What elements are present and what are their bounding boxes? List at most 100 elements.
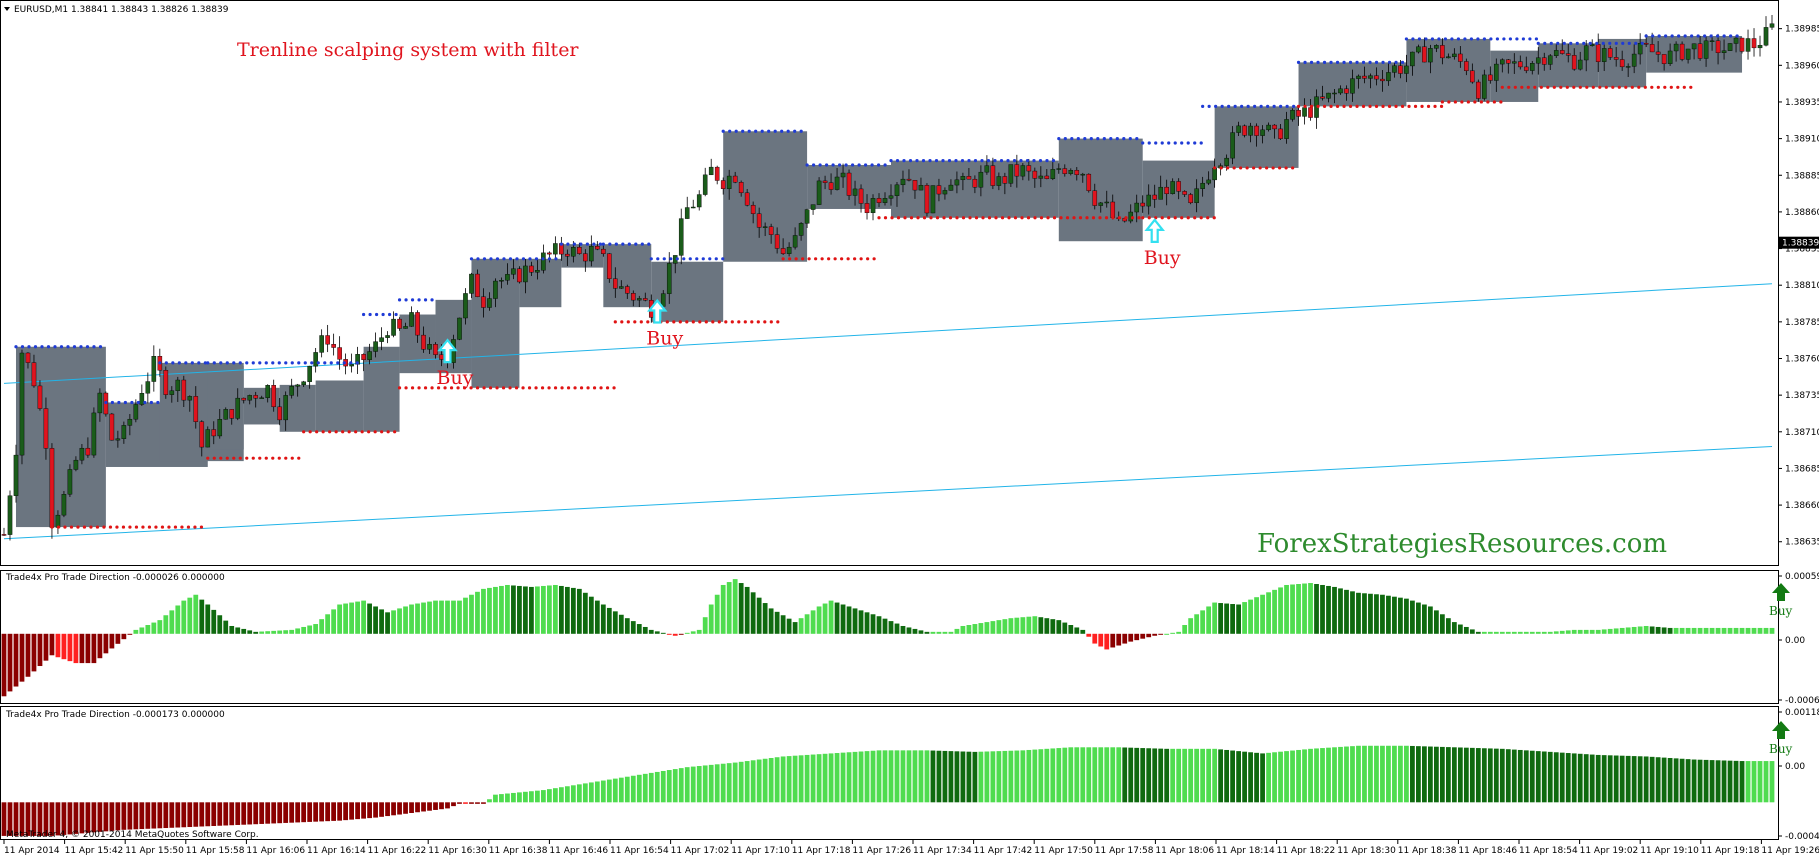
histogram-bar xyxy=(1763,627,1769,634)
histogram-bar xyxy=(451,600,456,634)
candle-body xyxy=(1134,202,1140,213)
time-tick-label: 11 Apr 16:54 xyxy=(610,846,669,856)
support-dot xyxy=(1387,104,1392,108)
resistance-dot xyxy=(1387,60,1392,64)
resistance-dot xyxy=(1595,41,1599,45)
support-dot xyxy=(1539,85,1543,89)
histogram-bar xyxy=(541,585,546,634)
time-tick-label: 11 Apr 18:38 xyxy=(1398,846,1457,856)
candle-body xyxy=(85,447,91,456)
candle-body xyxy=(25,352,31,363)
candle-body xyxy=(271,385,276,408)
candle-body xyxy=(1092,190,1098,206)
histogram-bar xyxy=(1,802,7,836)
histogram-bar xyxy=(1296,749,1301,803)
buy-signals: Buy Buy Buy xyxy=(436,218,1181,389)
histogram-bar xyxy=(1404,598,1409,634)
candle-body xyxy=(1691,43,1697,50)
histogram-bar xyxy=(942,750,948,803)
support-dot xyxy=(605,386,610,390)
support-dot xyxy=(1466,100,1470,104)
candle-body xyxy=(589,246,594,262)
resistance-dot xyxy=(721,129,725,133)
support-dot xyxy=(896,216,901,220)
resistance-dot xyxy=(1207,104,1211,108)
resistance-dot xyxy=(290,361,294,365)
histogram-bar xyxy=(840,604,846,634)
histogram-bar xyxy=(295,628,301,634)
histogram-bar xyxy=(1056,748,1062,803)
resistance-dot xyxy=(1122,137,1126,141)
candle-body xyxy=(780,248,786,254)
histogram-bar xyxy=(816,606,822,634)
histogram-bar xyxy=(1038,617,1044,634)
candle-body xyxy=(1458,53,1463,62)
resistance-dot xyxy=(1070,137,1074,141)
support-dot xyxy=(134,525,139,529)
histogram-bar xyxy=(493,794,498,803)
histogram-bar xyxy=(774,611,780,634)
histogram-bar xyxy=(499,585,504,634)
trendlines[interactable] xyxy=(3,283,1773,540)
histogram-bar xyxy=(91,633,97,664)
resistance-dot xyxy=(476,257,480,261)
histogram-bar xyxy=(1350,746,1355,803)
support-dot xyxy=(1117,216,1122,220)
histogram-bar xyxy=(714,764,720,803)
symbol-dropdown-icon[interactable] xyxy=(4,7,10,11)
candle-body xyxy=(924,185,930,214)
resistance-dot xyxy=(695,257,699,261)
histogram-bar xyxy=(181,600,187,634)
histogram-bar xyxy=(361,802,366,819)
candle-body xyxy=(1733,37,1739,44)
resistance-dot xyxy=(387,312,392,317)
resistance-dot xyxy=(110,400,114,405)
histogram-bar xyxy=(1757,761,1763,803)
price-tick-label: 1.38935 xyxy=(1785,98,1819,108)
resistance-dot xyxy=(960,158,965,163)
histogram-bar xyxy=(1709,627,1715,634)
candle-body xyxy=(1583,45,1589,61)
histogram-bar xyxy=(1481,748,1487,803)
histogram-bar xyxy=(786,756,792,803)
candle-body xyxy=(163,370,169,395)
buy-arrow-icon xyxy=(437,338,458,364)
histogram-bar xyxy=(1571,629,1577,634)
support-dot xyxy=(1507,85,1511,89)
support-dot xyxy=(916,216,920,220)
histogram-bar xyxy=(738,761,744,803)
histogram-bar xyxy=(403,606,408,634)
resistance-dot xyxy=(1437,37,1441,41)
candle-body xyxy=(1344,88,1349,94)
candle-body xyxy=(1619,59,1625,68)
resistance-dot xyxy=(902,158,906,163)
histogram-bar xyxy=(1541,751,1547,803)
support-dot xyxy=(1611,85,1615,89)
histogram-bar xyxy=(1547,751,1553,803)
histogram-bar xyxy=(546,585,552,634)
candle-body xyxy=(762,226,768,228)
histogram-bar xyxy=(511,585,516,634)
histogram-bar xyxy=(666,770,672,803)
histogram-bar xyxy=(1110,747,1116,803)
candle-body xyxy=(277,406,282,421)
histogram-bar xyxy=(834,753,840,803)
candle-body xyxy=(1428,48,1433,63)
support-dot xyxy=(1578,85,1582,89)
resistance-dot xyxy=(1303,60,1307,64)
support-dot xyxy=(1479,100,1483,104)
support-dot xyxy=(1296,104,1301,108)
resistance-dot xyxy=(614,242,618,246)
histogram-bar xyxy=(888,750,894,803)
support-dot xyxy=(1033,216,1037,220)
histogram-bar xyxy=(1727,627,1733,634)
histogram-bar xyxy=(1386,745,1391,803)
histogram-bar xyxy=(97,802,103,832)
histogram-bar xyxy=(319,619,325,634)
support-dot xyxy=(553,386,558,390)
resistance-dot xyxy=(675,257,679,261)
support-dot xyxy=(794,257,798,261)
candle-body xyxy=(481,296,486,308)
support-dot xyxy=(180,525,184,529)
